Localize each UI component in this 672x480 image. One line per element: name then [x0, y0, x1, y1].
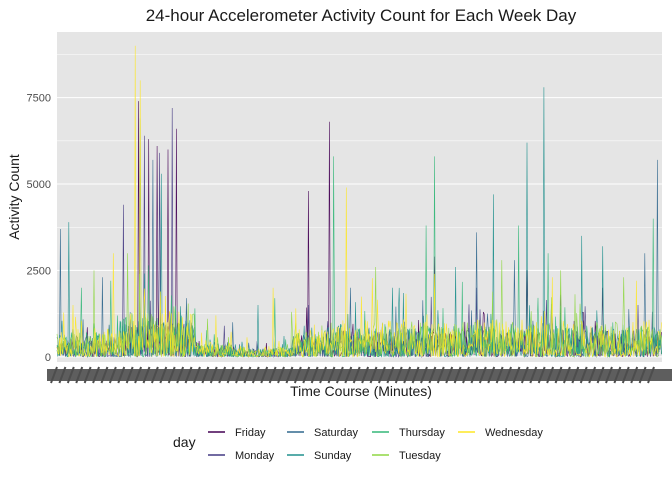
x-tick-label	[520, 366, 529, 384]
y-tick-label: 0	[45, 352, 51, 364]
x-tick-label	[167, 366, 176, 384]
y-tick-label: 2500	[27, 265, 51, 277]
legend-label-tuesday: Tuesday	[399, 450, 441, 462]
x-axis	[47, 366, 672, 384]
x-tick-label	[638, 366, 647, 384]
x-tick-label	[613, 366, 622, 384]
x-tick-label	[579, 366, 588, 384]
x-tick-label	[386, 366, 395, 384]
x-tick-label	[260, 366, 269, 384]
x-tick-label	[159, 366, 168, 384]
x-tick-label	[504, 366, 513, 384]
x-tick-label	[75, 366, 84, 384]
x-tick-label	[512, 366, 521, 384]
series-lines	[56, 45, 662, 358]
x-tick-label	[226, 366, 235, 384]
x-tick-label	[193, 366, 201, 384]
legend-title: day	[173, 434, 196, 450]
x-tick-label	[571, 366, 580, 384]
x-tick-label	[445, 366, 454, 384]
legend: day Friday Monday Saturday Sunday Thursday Tu…	[173, 427, 543, 462]
x-tick-label	[201, 366, 210, 384]
x-tick-label	[58, 366, 67, 384]
x-tick-label	[596, 366, 605, 384]
x-tick-label	[621, 366, 630, 384]
x-tick-label	[251, 366, 260, 384]
x-tick-label	[605, 366, 613, 384]
x-tick-label	[176, 366, 185, 384]
x-tick-label	[361, 366, 370, 384]
x-tick-label	[537, 366, 546, 384]
legend-label-monday: Monday	[235, 450, 275, 462]
x-tick-label	[327, 366, 336, 384]
x-tick-label	[411, 366, 420, 384]
x-tick-label	[150, 366, 159, 384]
x-tick-label	[352, 366, 361, 384]
x-tick-label	[184, 366, 193, 384]
x-tick-label	[235, 366, 243, 384]
x-tick-label	[134, 366, 143, 384]
x-tick-label	[588, 366, 597, 384]
legend-label-thursday: Thursday	[399, 427, 445, 439]
x-tick-label	[647, 366, 655, 384]
legend-label-sunday: Sunday	[314, 450, 352, 462]
x-tick-label	[369, 366, 378, 384]
x-tick-label	[319, 366, 328, 384]
x-tick-label	[92, 366, 100, 384]
x-axis-title: Time Course (Minutes)	[290, 383, 432, 399]
x-tick-label	[268, 366, 277, 384]
chart-title: 24-hour Accelerometer Activity Count for…	[146, 6, 577, 25]
x-tick-label	[117, 366, 126, 384]
y-axis: 0 2500 5000 7500	[27, 93, 51, 364]
x-tick-label	[470, 366, 479, 384]
x-tick-label	[394, 366, 403, 384]
x-tick-label	[50, 366, 58, 384]
y-axis-title: Activity Count	[6, 154, 22, 240]
x-tick-label	[495, 366, 504, 384]
x-tick-label	[302, 366, 311, 384]
x-tick-label	[453, 366, 462, 384]
x-tick-label	[243, 366, 252, 384]
x-tick-label	[403, 366, 412, 384]
x-tick-label	[285, 366, 294, 384]
y-tick-label: 7500	[27, 93, 51, 105]
x-tick-label	[66, 366, 75, 384]
x-tick-label	[335, 366, 344, 384]
x-tick-label	[462, 366, 470, 384]
x-tick-label	[630, 366, 639, 384]
x-tick-label	[108, 366, 117, 384]
x-tick-label	[277, 366, 285, 384]
x-tick-label	[293, 366, 302, 384]
x-tick-label	[554, 366, 563, 384]
x-tick-label	[420, 366, 428, 384]
legend-label-friday: Friday	[235, 427, 266, 439]
x-tick-label	[436, 366, 445, 384]
x-tick-label	[478, 366, 487, 384]
x-tick-label	[125, 366, 134, 384]
x-tick-label	[487, 366, 496, 384]
x-tick-label	[562, 366, 571, 384]
x-tick-labels-dense	[47, 369, 672, 381]
x-tick-label	[310, 366, 319, 384]
x-tick-label	[377, 366, 386, 384]
x-tick-label	[83, 366, 92, 384]
legend-label-saturday: Saturday	[314, 427, 359, 439]
x-tick-label	[209, 366, 218, 384]
x-tick-label	[344, 366, 353, 384]
y-tick-label: 5000	[27, 179, 51, 191]
x-tick-label	[100, 366, 109, 384]
series-line-wednesday	[56, 45, 662, 358]
x-tick-label	[142, 366, 151, 384]
x-tick-label	[529, 366, 538, 384]
x-tick-label	[218, 366, 227, 384]
x-tick-label	[546, 366, 555, 384]
x-tick-label	[428, 366, 437, 384]
legend-label-wednesday: Wednesday	[485, 427, 543, 439]
